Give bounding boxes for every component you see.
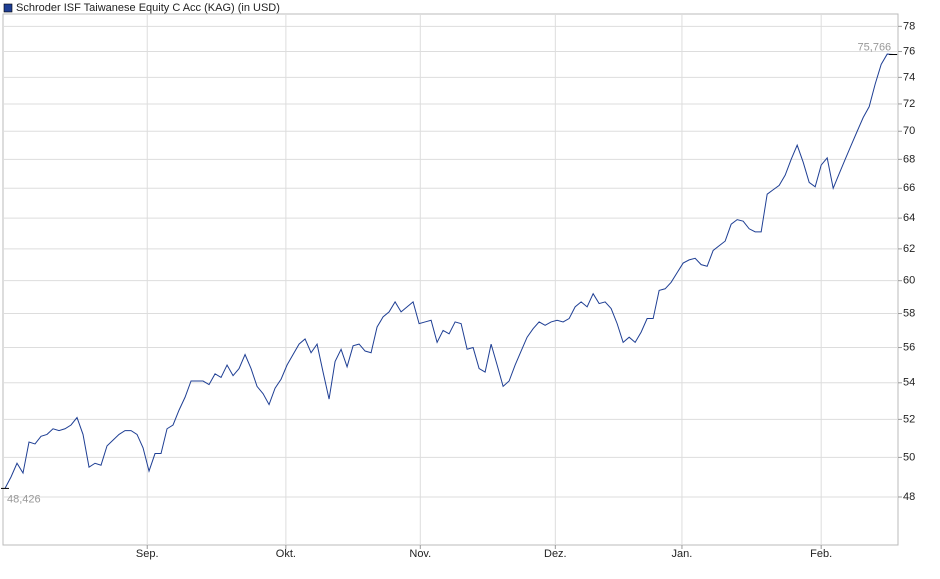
y-tick-label: 74 <box>903 71 915 83</box>
y-tick-label: 56 <box>903 341 915 353</box>
x-tick-label: Sep. <box>136 548 159 560</box>
y-tick-label: 68 <box>903 153 915 165</box>
y-tick-label: 58 <box>903 307 915 319</box>
line <box>4 53 894 489</box>
plot-frame <box>2 13 899 546</box>
y-tick-label: 50 <box>903 451 915 463</box>
y-tick-label: 54 <box>903 377 915 389</box>
y-tick-label: 76 <box>903 45 915 57</box>
y-tick-label: 48 <box>903 491 915 503</box>
y-tick-label: 66 <box>903 182 915 194</box>
legend-entry: Schroder ISF Taiwanese Equity C Acc (KAG… <box>16 2 280 14</box>
x-tick-label: Okt. <box>276 548 296 560</box>
y-tick-label: 62 <box>903 243 915 255</box>
x-tick-label: Dez. <box>544 548 567 560</box>
value-label: 75,766 <box>858 41 892 53</box>
y-tick-label: 52 <box>903 413 915 425</box>
value-label: 48,426 <box>7 493 41 505</box>
y-tick-label: 70 <box>903 125 915 137</box>
y-tick-label: 72 <box>903 98 915 110</box>
y-tick-label: 78 <box>903 20 915 32</box>
x-tick-label: Jan. <box>672 548 693 560</box>
legend-swatch <box>3 3 13 13</box>
x-tick-label: Nov. <box>409 548 431 560</box>
x-tick-label: Feb. <box>810 548 832 560</box>
y-tick-label: 60 <box>903 275 915 287</box>
y-tick-label: 64 <box>903 212 915 224</box>
